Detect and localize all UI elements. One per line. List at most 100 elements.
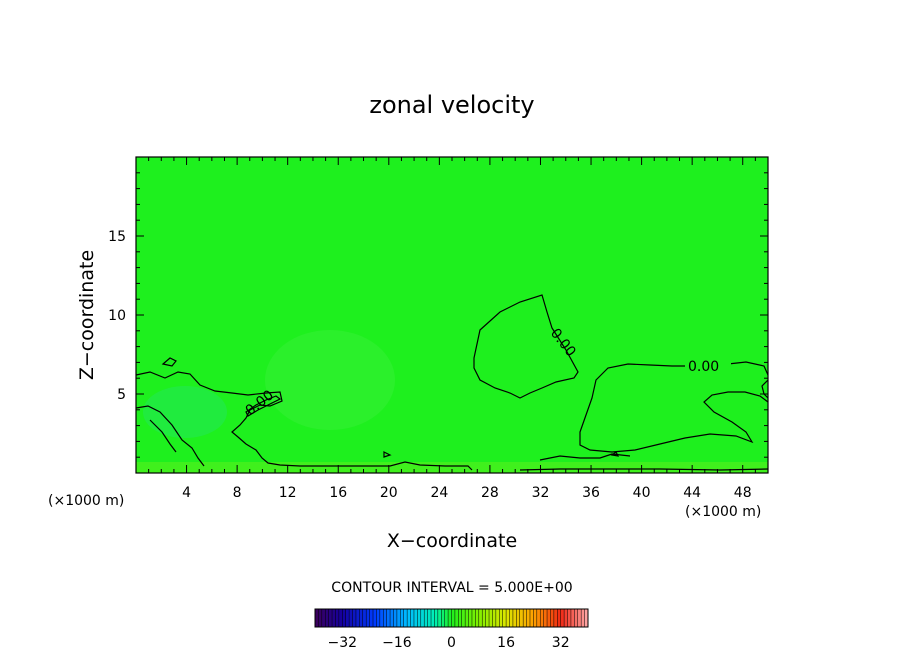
colorbar-cell <box>454 609 459 627</box>
colorbar-cell <box>560 609 565 627</box>
colorbar-cell <box>427 609 432 627</box>
colorbar-cell <box>465 609 469 627</box>
colorbar-cell <box>441 609 445 627</box>
colorbar-cell <box>485 609 490 627</box>
colorbar-cell <box>468 609 473 627</box>
colorbar-cell <box>557 609 561 627</box>
colorbar-labels: −32 −16 0 16 32 <box>328 635 570 651</box>
colorbar-cell <box>482 609 486 627</box>
contour-left-outer <box>136 371 473 471</box>
colorbar-cell <box>386 609 391 627</box>
colorbar-cell <box>461 609 466 627</box>
y-tick-label: 10 <box>108 308 126 324</box>
x-tick-label: 44 <box>683 485 701 501</box>
contour-label-loop <box>245 395 282 417</box>
colorbar <box>314 608 589 628</box>
colorbar-cell <box>458 609 463 627</box>
colorbar-cell <box>383 609 387 627</box>
colorbar-cell <box>444 609 449 627</box>
colorbar-cell <box>335 609 340 627</box>
colorbar-cell <box>366 609 370 627</box>
colorbar-cell <box>420 609 425 627</box>
colorbar-cell <box>431 609 435 627</box>
colorbar-cell <box>581 609 585 627</box>
colorbar-cell <box>471 609 476 627</box>
colorbar-cell <box>379 609 384 627</box>
colorbar-cell <box>533 609 538 627</box>
contour-right-bottom <box>539 453 631 461</box>
contour-left-inner <box>136 405 205 467</box>
colorbar-cell <box>550 609 555 627</box>
colorbar-cell <box>478 609 483 627</box>
x-tick-label: 28 <box>481 485 499 501</box>
colorbar-cell <box>547 609 551 627</box>
axis-ticks <box>135 156 769 474</box>
colorbar-cell <box>434 609 439 627</box>
colorbar-cell <box>345 609 350 627</box>
x-tick-label: 12 <box>279 485 297 501</box>
colorbar-cell <box>325 609 329 627</box>
y-tick-labels: 5 10 15 <box>108 229 126 403</box>
x-axis-label: X−coordinate <box>387 530 517 552</box>
colorbar-cell <box>577 609 582 627</box>
contour-label-right: 0.00 <box>688 359 719 375</box>
colorbar-cell <box>519 609 524 627</box>
colorbar-cell <box>315 609 319 627</box>
colorbar-frame <box>314 608 589 628</box>
colorbar-cell <box>570 609 575 627</box>
x-tick-label: 16 <box>329 485 347 501</box>
colorbar-cell <box>516 609 521 627</box>
colorbar-cell <box>410 609 415 627</box>
colorbar-cell <box>567 609 572 627</box>
contour-small-loop <box>161 357 177 367</box>
colorbar-cell <box>492 609 497 627</box>
x-tick-label: 4 <box>182 485 191 501</box>
contour-interval: CONTOUR INTERVAL = 5.000E+00 <box>331 580 572 596</box>
field-shade-light <box>265 330 395 430</box>
x-tick-label: 32 <box>532 485 550 501</box>
contour-left-inner-2 <box>149 419 177 453</box>
colorbar-cell <box>540 609 544 627</box>
x-tick-label: 20 <box>380 485 398 501</box>
velocity-field <box>136 157 768 473</box>
x-unit-left: (×1000 m) <box>48 493 124 509</box>
colorbar-cell <box>362 609 367 627</box>
colorbar-cell <box>393 609 398 627</box>
x-tick-label: 48 <box>734 485 752 501</box>
colorbar-cell <box>489 609 493 627</box>
colorbar-cell <box>553 609 558 627</box>
colorbar-cell <box>359 609 364 627</box>
x-tick-label: 40 <box>633 485 651 501</box>
x-tick-label: 36 <box>582 485 600 501</box>
colorbar-cell <box>475 609 480 627</box>
x-tick-label: 24 <box>430 485 448 501</box>
colorbar-tick-label: 32 <box>552 635 570 651</box>
field-shade-left <box>143 386 227 438</box>
colorbar-cell <box>413 609 418 627</box>
colorbar-cell <box>355 609 360 627</box>
colorbar-cell <box>495 609 500 627</box>
colorbar-cell <box>407 609 411 627</box>
contour-blob-mid <box>473 294 579 399</box>
colorbar-cell <box>328 609 333 627</box>
colorbar-tick-label: 16 <box>497 635 515 651</box>
colorbar-cell <box>321 609 326 627</box>
colorbar-cell <box>437 609 442 627</box>
colorbar-cell <box>584 609 589 627</box>
colorbar-cell <box>451 609 456 627</box>
y-tick-label: 15 <box>108 229 126 245</box>
colorbar-tick-label: 0 <box>447 635 456 651</box>
colorbar-cell <box>349 609 353 627</box>
colorbar-cell <box>390 609 394 627</box>
y-axis-label: Z−coordinate <box>76 250 98 380</box>
x-tick-label: 8 <box>233 485 242 501</box>
x-tick-labels: 4 8 12 16 20 24 28 32 36 40 44 48 <box>182 485 752 501</box>
x-unit-right: (×1000 m) <box>685 504 761 520</box>
colorbar-cell <box>536 609 541 627</box>
colorbar-cell <box>338 609 343 627</box>
contour-right-edge <box>761 379 768 399</box>
chart-title: zonal velocity <box>369 91 534 119</box>
plot-area: 0.00 0.00 0.00 <box>135 156 769 474</box>
colorbar-cell <box>396 609 401 627</box>
